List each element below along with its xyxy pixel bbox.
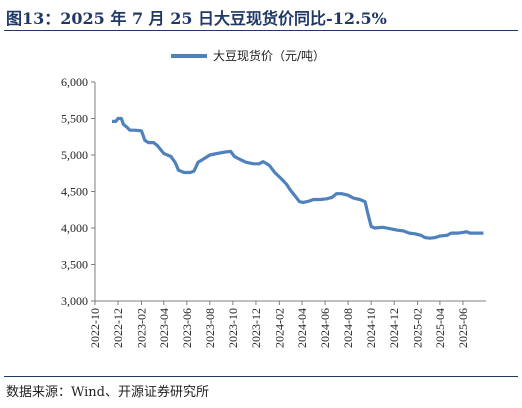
x-tick-label: 2023-06 <box>180 308 194 348</box>
title-rule <box>4 30 518 31</box>
x-tick-label: 2022-10 <box>88 308 102 348</box>
x-tick-label: 2024-10 <box>364 308 378 348</box>
y-tick-label: 5,000 <box>61 148 88 162</box>
source-rule <box>4 376 518 377</box>
series-line <box>112 116 484 240</box>
x-tick-label: 2024-12 <box>387 308 401 348</box>
x-tick-label: 2024-02 <box>272 308 286 348</box>
x-tick-label: 2025-06 <box>456 308 470 348</box>
x-tick-label: 2022-12 <box>111 308 125 348</box>
line-chart: 大豆现货价（元/吨） 3,000 3,500 4,000 4,500 5,000 5,50… <box>61 48 486 348</box>
y-tick-label: 4,500 <box>61 185 88 199</box>
x-tick-label: 2023-10 <box>226 308 240 348</box>
x-tick-label: 2024-04 <box>295 308 309 348</box>
legend-label: 大豆现货价（元/吨） <box>213 48 325 63</box>
x-tick-label: 2023-04 <box>157 308 171 348</box>
plot-area <box>112 116 484 240</box>
figure-title: 图13：2025 年 7 月 25 日大豆现货价同比-12.5% <box>6 9 387 28</box>
x-tick-label: 2023-08 <box>203 308 217 348</box>
source-note: 数据来源：Wind、开源证券研究所 <box>6 385 209 400</box>
x-tick-label: 2024-08 <box>341 308 355 348</box>
legend: 大豆现货价（元/吨） <box>171 48 325 63</box>
x-tick-label: 2023-02 <box>134 308 148 348</box>
y-tick-label: 3,000 <box>61 294 88 308</box>
y-tick-label: 3,500 <box>61 258 88 272</box>
x-axis: 2022-10 2022-12 2023-02 2023-04 2023-06 2023-… <box>88 300 486 348</box>
y-tick-label: 6,000 <box>61 75 88 89</box>
x-tick-label: 2025-04 <box>433 308 447 348</box>
y-tick-label: 4,000 <box>61 221 88 235</box>
y-tick-label: 5,500 <box>61 112 88 126</box>
x-tick-label: 2023-12 <box>249 308 263 348</box>
x-tick-label: 2025-02 <box>411 308 425 348</box>
y-axis: 3,000 3,500 4,000 4,500 5,000 5,500 6,000 <box>61 75 96 308</box>
x-tick-label: 2024-06 <box>318 308 332 348</box>
